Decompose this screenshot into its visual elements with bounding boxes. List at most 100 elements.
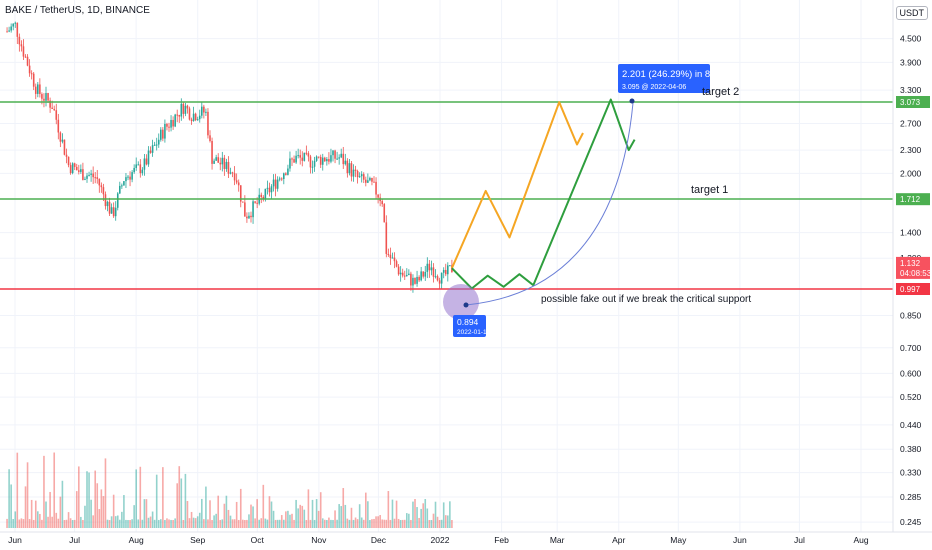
volume-bar	[278, 519, 281, 528]
volume-bar	[32, 519, 35, 528]
volume-bar	[418, 517, 420, 528]
low-label-box	[453, 315, 486, 337]
candle-body	[203, 106, 205, 113]
candle-body	[205, 111, 207, 113]
volume-bar	[102, 496, 105, 528]
candle-body	[39, 84, 41, 95]
volume-bar	[276, 519, 279, 528]
candle-body	[192, 113, 195, 122]
price-tick-label: 2.000	[900, 168, 922, 178]
volume-bar	[217, 495, 220, 528]
candlestick-series	[6, 21, 453, 293]
volume-bar	[340, 506, 343, 528]
candle-body	[260, 194, 263, 197]
candle-body	[28, 65, 31, 74]
candle-body	[422, 271, 425, 277]
volume-bar	[73, 519, 76, 528]
candle-body	[406, 275, 408, 277]
volume-bar	[381, 519, 384, 528]
volume-bar	[49, 491, 51, 528]
candle-body	[26, 56, 29, 66]
candle-body	[114, 207, 117, 217]
candle-body	[151, 145, 154, 153]
currency-badge[interactable]: USDT	[895, 6, 928, 20]
volume-bar	[121, 511, 123, 528]
candle-body	[207, 111, 209, 136]
volume-bar	[30, 499, 33, 528]
time-axis[interactable]: Jun Jul Aug Sep Oct Nov Dec 2022 Feb Mar Apr May Jun…	[8, 535, 869, 545]
volume-bar	[119, 519, 121, 528]
volume-bar	[168, 519, 170, 528]
candle-body	[332, 150, 334, 156]
candle-body	[391, 257, 394, 259]
candle-body	[235, 180, 238, 183]
candle-body	[360, 174, 363, 177]
volume-bar	[190, 511, 193, 528]
candle-body	[352, 169, 355, 177]
candle-body	[98, 178, 101, 186]
volume-bars	[6, 452, 453, 528]
volume-bar	[51, 516, 53, 528]
candle-body	[272, 179, 275, 187]
volume-bar	[18, 519, 21, 528]
volume-bar	[133, 505, 135, 528]
candle-body	[293, 159, 295, 163]
candle-body	[397, 266, 400, 275]
volume-bar	[90, 499, 92, 528]
candle-body	[227, 161, 230, 174]
volume-bar	[59, 496, 62, 528]
measure-start-point[interactable]	[463, 302, 469, 308]
volume-bar	[412, 501, 414, 528]
volume-bar	[436, 516, 439, 528]
volume-bar	[215, 513, 217, 528]
volume-bar	[401, 519, 404, 528]
volume-bar	[442, 502, 445, 528]
candle-body	[242, 201, 244, 203]
price-tick-label: 0.245	[900, 517, 922, 527]
candle-body	[110, 207, 113, 214]
volume-bar	[319, 492, 322, 528]
time-tick-label: Dec	[371, 535, 387, 545]
volume-bar	[422, 503, 425, 528]
volume-bar	[145, 499, 148, 528]
volume-bar	[213, 515, 215, 528]
volume-bar	[313, 519, 316, 528]
candle-body	[414, 277, 416, 284]
candle-body	[190, 119, 193, 122]
candle-body	[92, 173, 94, 178]
volume-bar	[264, 518, 267, 528]
candle-body	[80, 169, 82, 172]
volume-bar	[174, 518, 176, 528]
volume-bar	[406, 513, 408, 528]
volume-bar	[293, 519, 295, 528]
time-tick-label: 2022	[431, 535, 450, 545]
candle-body	[313, 160, 316, 167]
volume-bar	[112, 494, 115, 528]
volume-bar	[116, 515, 119, 528]
volume-bar	[162, 467, 164, 528]
volume-bar	[16, 452, 19, 528]
candle-body	[264, 188, 267, 200]
volume-bar	[451, 519, 453, 528]
volume-bar	[39, 513, 41, 528]
candle-body	[73, 163, 76, 167]
volume-bar	[28, 519, 31, 528]
chart-title: BAKE / TetherUS, 1D, BINANCE	[5, 5, 150, 16]
candle-body	[71, 163, 74, 174]
candle-body	[387, 253, 390, 255]
candle-body	[14, 22, 17, 24]
volume-bar	[20, 518, 23, 528]
candle-body	[106, 201, 109, 207]
candle-body	[324, 157, 326, 162]
volume-bar	[403, 519, 406, 528]
candle-body	[395, 261, 398, 267]
candle-body	[119, 185, 121, 194]
measure-end-point[interactable]	[629, 98, 635, 104]
volume-bar	[188, 518, 191, 528]
candle-body	[141, 169, 144, 174]
candle-body	[30, 73, 33, 75]
volume-bar	[198, 512, 201, 528]
candle-body	[86, 175, 88, 179]
